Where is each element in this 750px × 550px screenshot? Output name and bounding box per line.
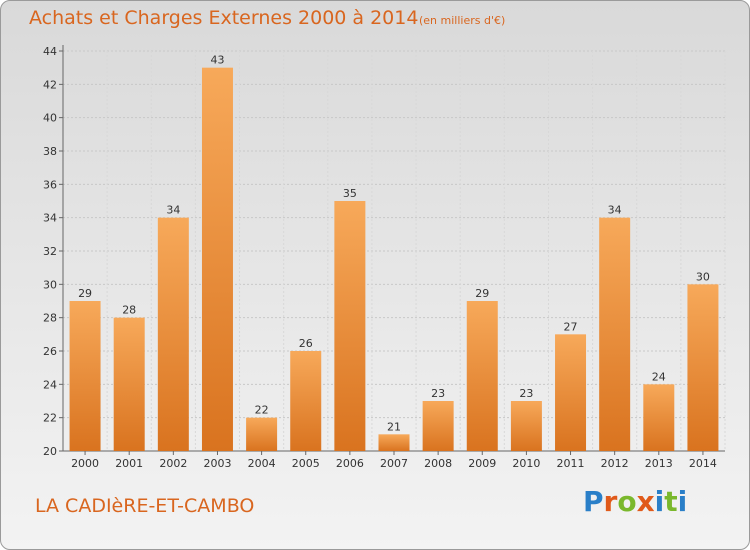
chart-title: Achats et Charges Externes 2000 à 2014 <box>29 7 419 29</box>
x-tick-label: 2014 <box>689 457 717 470</box>
x-tick-label: 2002 <box>159 457 187 470</box>
y-tick-label: 26 <box>43 345 57 358</box>
x-tick-label: 2005 <box>292 457 320 470</box>
y-tick-label: 20 <box>43 445 57 458</box>
bar <box>290 351 322 451</box>
bar <box>643 384 675 451</box>
y-tick-label: 28 <box>43 312 57 325</box>
y-tick-label: 22 <box>43 412 57 425</box>
bar-value-label: 21 <box>387 420 401 433</box>
logo-letter: i <box>654 485 665 518</box>
bar-value-label: 34 <box>608 204 622 217</box>
x-tick-label: 2004 <box>248 457 276 470</box>
y-tick-label: 34 <box>43 212 57 225</box>
bar-value-label: 26 <box>299 337 313 350</box>
bar-value-label: 35 <box>343 187 357 200</box>
bar <box>246 417 278 451</box>
x-tick-label: 2013 <box>645 457 673 470</box>
proxiti-logo[interactable]: Proxiti <box>583 485 687 518</box>
commune-name: LA CADIèRE-ET-CAMBO <box>35 495 255 517</box>
bar <box>157 217 189 451</box>
y-tick-label: 38 <box>43 145 57 158</box>
bar-value-label: 23 <box>519 387 533 400</box>
x-tick-label: 2012 <box>601 457 629 470</box>
bar-value-label: 29 <box>475 287 489 300</box>
chart-subtitle: (en milliers d'€) <box>419 14 506 27</box>
bar <box>422 401 454 451</box>
bar-value-label: 43 <box>210 54 224 67</box>
bar-value-label: 22 <box>255 404 269 417</box>
bar <box>334 201 366 451</box>
y-tick-label: 32 <box>43 245 57 258</box>
bar <box>687 284 719 451</box>
x-tick-label: 2007 <box>380 457 408 470</box>
logo-letter: x <box>636 485 655 518</box>
x-tick-label: 2006 <box>336 457 364 470</box>
x-tick-label: 2010 <box>512 457 540 470</box>
logo-letter: o <box>617 485 637 518</box>
bar <box>113 317 145 451</box>
logo-letter: P <box>583 485 604 518</box>
bar <box>510 401 542 451</box>
logo-letter: t <box>664 485 678 518</box>
y-tick-label: 24 <box>43 378 57 391</box>
data-labels: 29 28 34 43 22 26 35 21 23 29 23 27 34 24 30 <box>78 54 710 434</box>
y-tick-label: 44 <box>43 45 57 58</box>
bar <box>69 301 101 451</box>
bar <box>378 434 410 451</box>
bar-value-label: 30 <box>696 270 710 283</box>
bar <box>466 301 498 451</box>
bar-value-label: 29 <box>78 287 92 300</box>
bar <box>201 67 233 452</box>
bar <box>555 334 587 451</box>
y-tick-label: 40 <box>43 112 57 125</box>
bar-value-label: 24 <box>652 370 666 383</box>
x-tick-label: 2003 <box>203 457 231 470</box>
y-tick-label: 42 <box>43 78 57 91</box>
x-tick-label: 2011 <box>557 457 585 470</box>
bar-value-label: 34 <box>166 204 180 217</box>
bar-value-label: 27 <box>564 320 578 333</box>
logo-letter: i <box>677 485 688 518</box>
logo-letter: r <box>603 485 618 518</box>
bars <box>69 67 719 452</box>
x-tick-label: 2000 <box>71 457 99 470</box>
x-tick-label: 2001 <box>115 457 143 470</box>
x-tick-label: 2009 <box>468 457 496 470</box>
y-tick-label: 30 <box>43 278 57 291</box>
x-tick-label: 2008 <box>424 457 452 470</box>
bar-value-label: 23 <box>431 387 445 400</box>
bar-value-label: 28 <box>122 304 136 317</box>
bar <box>599 217 631 451</box>
grid-lines <box>63 50 726 452</box>
y-tick-label: 36 <box>43 178 57 191</box>
